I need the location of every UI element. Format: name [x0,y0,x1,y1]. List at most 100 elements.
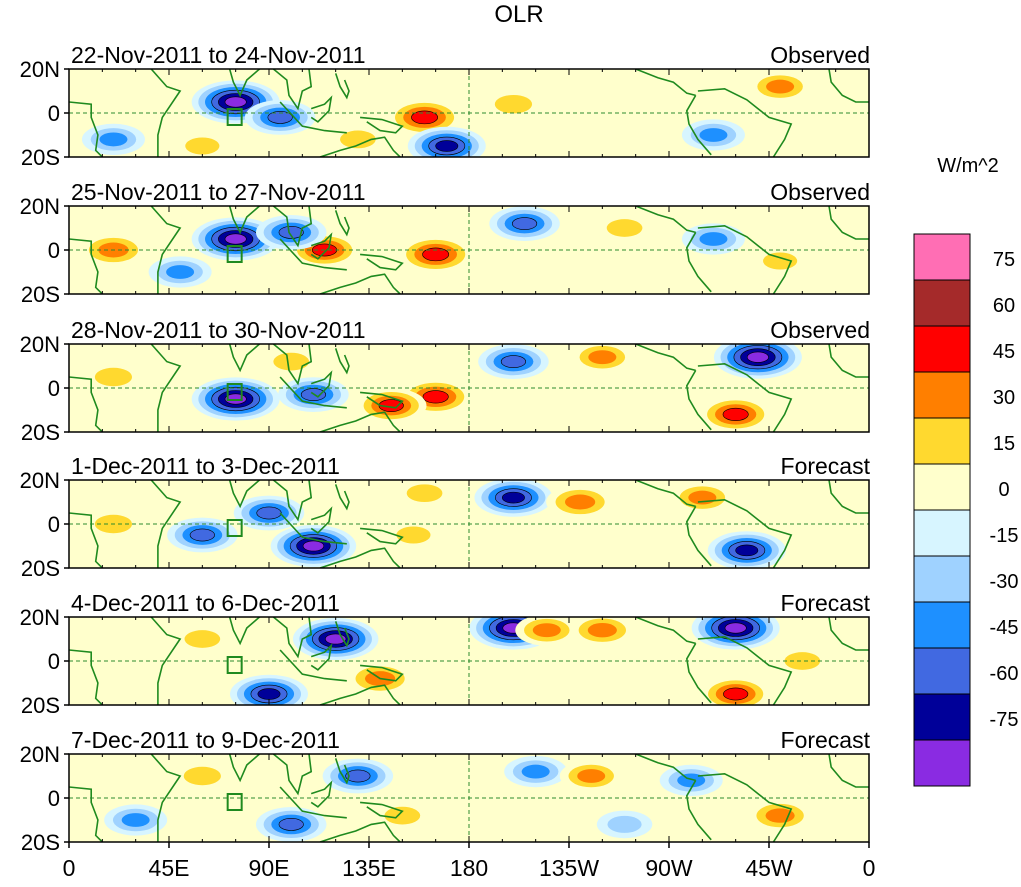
anomaly-blob [587,623,617,638]
anomaly-blob [688,490,717,505]
coastline [279,786,347,819]
coastline [635,69,696,97]
coastline [319,411,401,432]
anomaly-blob [607,815,642,833]
panel-period-label: 7-Dec-2011 to 9-Dec-2011 [71,727,340,753]
panel-status-label: Observed [770,317,870,343]
y-tick-label: 20N [20,332,60,357]
coastline [69,649,103,705]
anomaly-field [69,480,869,568]
coastline [319,273,401,294]
coastline [828,344,869,378]
panels-group: 20N 0 20S 22-Nov-2011 to 24-Nov-2011 Observe… [20,42,871,855]
coastline [310,232,333,260]
x-axis: 0 45E 90E 135E 180 135W 90W 45W 0 [63,842,876,881]
coastline [310,780,333,808]
anomaly-field [69,617,869,705]
anomaly-blob [340,130,376,149]
anomaly-blob [565,494,596,510]
coastline [195,69,261,98]
colorbar-swatch [913,279,971,327]
panel-6: 20N 0 20S 7-Dec-2011 to 9-Dec-2011 Forecast [20,727,871,855]
y-tick-label: 0 [48,238,60,263]
anomaly-blob [724,622,747,634]
coastline [334,758,350,785]
anomaly-blob [722,407,749,421]
coastline [635,617,696,645]
coastline [279,376,347,409]
coastline [272,206,313,248]
panel-period-label: 1-Dec-2011 to 3-Dec-2011 [71,453,340,479]
chart-title: OLR [494,1,543,28]
coastline [685,231,712,293]
panel-4: 20N 0 20S 1-Dec-2011 to 3-Dec-2011 Forecast [20,453,871,581]
anomaly-blob [302,540,325,552]
y-tick-label: 0 [48,649,60,674]
anomaly-blob [273,352,310,371]
colorbar-level-label: -45 [990,617,1019,639]
anomaly-blob [532,623,561,638]
anomaly-blob [256,506,282,520]
coastline [360,253,404,271]
anomaly-blob [502,491,525,504]
anomaly-blob [267,111,293,124]
y-tick-label: 0 [48,786,60,811]
anomaly-blob [411,110,438,125]
anomaly-blob [406,484,443,503]
region-box [226,793,243,811]
coastline [828,617,869,651]
anomaly-blob [224,233,247,245]
coastline [334,210,350,237]
coastline [360,116,404,134]
panel-status-label: Forecast [781,453,871,479]
x-tick-label: 0 [863,855,876,881]
panel-status-label: Observed [770,42,870,68]
y-tick-label: 20S [21,556,60,581]
x-tick-label: 0 [63,855,76,881]
anomaly-field [69,344,869,432]
coastline [272,754,313,796]
region-box [226,108,243,126]
coastline [685,505,712,567]
coastline [334,348,350,375]
coastline [828,754,869,788]
anomaly-blob [121,813,150,827]
colorbar-level-label: 75 [993,249,1015,271]
coastline [150,617,182,705]
anomaly-field [69,69,869,157]
anomaly-blob [422,390,449,404]
region-box [226,656,243,674]
anomaly-blob [278,226,304,239]
y-tick-label: 20N [20,742,60,767]
coastline [334,73,350,100]
coastline [360,801,404,819]
anomaly-blob [511,217,538,230]
anomaly-blob [166,265,195,279]
coastline [150,206,182,294]
panel-3: 20N 0 20S 28-Nov-2011 to 30-Nov-2011 Observe… [20,317,870,445]
colorbar-level-label: -60 [990,663,1019,685]
coastline [635,344,696,372]
anomaly-blob [435,140,459,152]
panel-2: 20N 0 20S 25-Nov-2011 to 27-Nov-2011 Observe… [20,179,870,307]
coastline [828,206,869,240]
y-tick-label: 20N [20,194,60,219]
panel-period-label: 4-Dec-2011 to 6-Dec-2011 [71,590,340,616]
panel-status-label: Observed [770,179,870,205]
colorbar-level-label: -30 [990,571,1019,593]
colorbar-level-label: -75 [990,709,1019,731]
coastline [150,344,182,432]
colorbar: W/m^2 75 60 45 30 15 0 -15 -30 -45 -60 -75 [913,155,1019,787]
anomaly-blob [345,769,371,783]
anomaly-field [69,206,869,294]
anomaly-field [69,754,869,842]
colorbar-level-label: 60 [993,295,1015,317]
coastline [279,101,347,134]
coastline [319,547,401,568]
x-tick-label: 45E [149,855,190,881]
y-tick-label: 20S [21,282,60,307]
anomaly-blob [183,766,221,786]
anomaly-blob [500,355,527,368]
anomaly-blob [494,94,533,114]
anomaly-blob [588,350,617,365]
